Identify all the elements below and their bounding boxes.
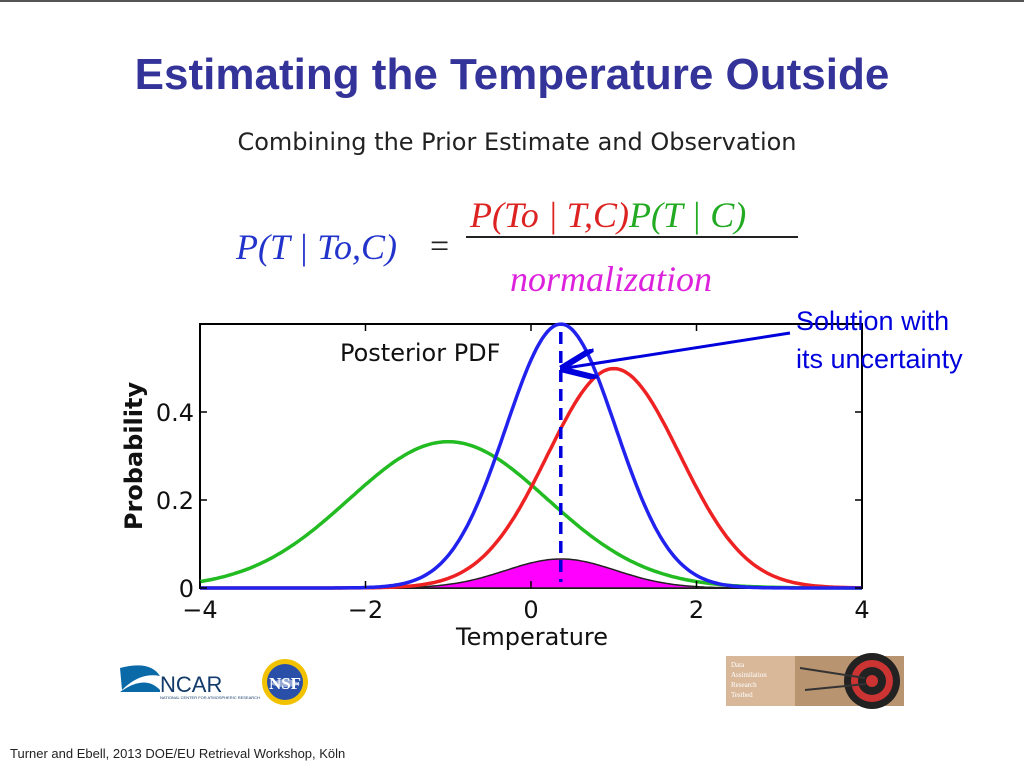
x-tick-label: 2 bbox=[689, 596, 704, 624]
top-rule bbox=[0, 0, 1024, 2]
annotation-line-1: Solution with bbox=[796, 306, 950, 336]
slide-subtitle: Combining the Prior Estimate and Observa… bbox=[237, 128, 797, 156]
nsf-globe-icon bbox=[270, 679, 300, 687]
equation-lhs: P(T | To,C) bbox=[236, 227, 397, 267]
series-likelihood-line bbox=[200, 366, 862, 590]
x-tick-label: 4 bbox=[854, 596, 869, 624]
series-posterior-line bbox=[200, 322, 862, 590]
ncar-wave-icon bbox=[120, 665, 160, 690]
x-tick-label: −4 bbox=[182, 596, 217, 624]
y-axis-label: Probability bbox=[120, 382, 148, 531]
equation-numerator: P(To | T,C)P(T | C) bbox=[470, 194, 746, 236]
dart-logo: Data Assimilation Research Testbed bbox=[726, 653, 904, 709]
dart-icon-2 bbox=[804, 683, 867, 691]
ncar-logo-subtext: NATIONAL CENTER FOR ATMOSPHERIC RESEARCH bbox=[160, 695, 260, 700]
ncar-wave-icon-lower bbox=[120, 682, 160, 692]
dart-logo-line-4: Testbed bbox=[731, 691, 753, 699]
x-tick-label: 0 bbox=[523, 596, 538, 624]
x-tick-label: −2 bbox=[348, 596, 383, 624]
dart-icon bbox=[799, 667, 866, 679]
equation-fraction-bar bbox=[466, 236, 798, 238]
equation-denominator: normalization bbox=[510, 259, 713, 299]
dart-logo-line-2: Assimilation bbox=[731, 671, 767, 679]
ncar-logo-text: NCAR bbox=[160, 672, 222, 697]
annotation-line-2: its uncertainty bbox=[796, 344, 963, 374]
y-tick-label: 0 bbox=[179, 575, 194, 603]
annotation-arrow bbox=[566, 331, 791, 368]
slide-title: Estimating the Temperature Outside bbox=[134, 50, 890, 99]
ncar-logo: NCAR NATIONAL CENTER FOR ATMOSPHERIC RES… bbox=[120, 665, 260, 700]
equation-equals: = bbox=[430, 228, 450, 265]
equation-prior: P(T | C) bbox=[628, 195, 747, 235]
y-tick-label: 0.4 bbox=[156, 399, 194, 427]
chart-title: Posterior PDF bbox=[340, 339, 500, 367]
nsf-logo: NSF bbox=[262, 659, 308, 705]
equation-likelihood: P(To | T,C) bbox=[470, 195, 629, 235]
slide-footer: Turner and Ebell, 2013 DOE/EU Retrieval … bbox=[10, 746, 346, 761]
dart-logo-line-1: Data bbox=[731, 661, 745, 669]
nsf-logo-text: NSF bbox=[269, 674, 301, 693]
solution-annotation: Solution with its uncertainty bbox=[796, 302, 963, 378]
x-axis-label: Temperature bbox=[455, 623, 608, 651]
dart-logo-line-3: Research bbox=[731, 681, 757, 689]
y-tick-label: 0.2 bbox=[156, 487, 194, 515]
